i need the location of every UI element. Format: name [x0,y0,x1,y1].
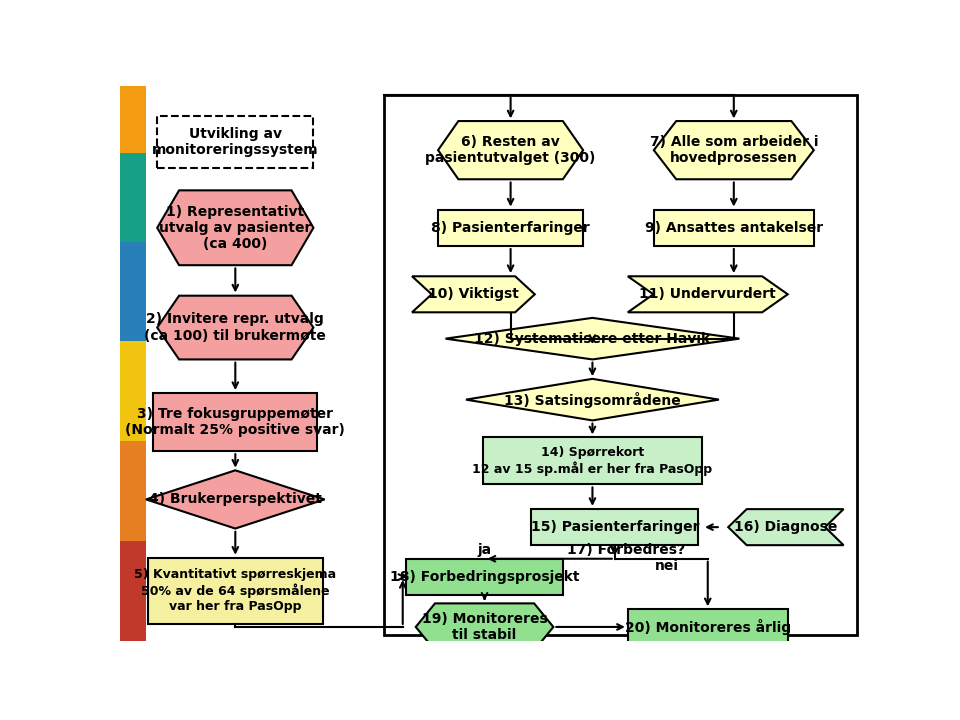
Bar [120,441,146,541]
Text: ja: ja [477,544,492,557]
Text: 10) Viktigst: 10) Viktigst [428,287,518,301]
Text: 4) Brukerperspektivet: 4) Brukerperspektivet [149,492,322,506]
Polygon shape [412,276,535,312]
Text: 13) Satsingsområdene: 13) Satsingsområdene [504,392,681,408]
Polygon shape [438,121,583,179]
Text: 18) Forbedringsprosjekt: 18) Forbedringsprosjekt [390,570,579,584]
Bar [531,509,699,545]
Text: 15) Pasienterfaringer: 15) Pasienterfaringer [531,520,699,534]
Text: 19) Monitoreres
til stabil: 19) Monitoreres til stabil [421,612,547,642]
Polygon shape [157,296,313,359]
Bar [120,86,146,153]
Polygon shape [654,121,814,179]
Bar [120,242,146,341]
Polygon shape [628,276,788,312]
Text: 11) Undervurdert: 11) Undervurdert [639,287,776,301]
Bar [438,210,583,246]
Text: 7) Alle som arbeider i
hovedprosessen: 7) Alle som arbeider i hovedprosessen [650,135,818,166]
Text: 8) Pasienterfaringer: 8) Pasienterfaringer [431,221,590,235]
Polygon shape [445,318,739,359]
Text: 16) Diagnose: 16) Diagnose [734,520,837,534]
Bar [120,153,146,242]
Text: 5) Kvantitativt spørreskjema
50% av de 64 spørsmålene
var her fra PasOpp: 5) Kvantitativt spørreskjema 50% av de 6… [134,569,336,613]
Polygon shape [157,190,313,265]
Text: 3) Tre fokusgruppemøter
(Normalt 25% positive svar): 3) Tre fokusgruppemøter (Normalt 25% pos… [126,407,346,437]
Bar [157,115,313,168]
Text: 14) Spørrekort
12 av 15 sp.mål er her fra PasOpp: 14) Spørrekort 12 av 15 sp.mål er her fr… [472,446,712,475]
Bar [148,557,323,624]
Bar [384,95,856,635]
Text: 17) Forbedres?: 17) Forbedres? [566,544,685,557]
Text: 12) Systematisere etter Havik: 12) Systematisere etter Havik [474,332,710,346]
Bar [628,609,788,645]
Bar [483,437,702,484]
Polygon shape [146,470,324,528]
Bar [654,210,814,246]
Polygon shape [729,509,844,545]
Text: 20) Monitoreres årlig: 20) Monitoreres årlig [625,619,791,635]
Text: 9) Ansattes antakelser: 9) Ansattes antakelser [645,221,823,235]
Polygon shape [416,603,553,650]
Bar [120,541,146,641]
Bar [406,559,563,595]
Text: Utvikling av
monitoreringssystem: Utvikling av monitoreringssystem [152,127,319,157]
Text: 1) Representativt
utvalg av pasienter
(ca 400): 1) Representativt utvalg av pasienter (c… [159,204,311,251]
Text: 2) Invitere repr. utvalg
(ca 100) til brukermøte: 2) Invitere repr. utvalg (ca 100) til br… [144,312,326,343]
Text: nei: nei [655,559,679,573]
Bar [154,392,317,451]
Bar [120,341,146,441]
Polygon shape [466,379,719,420]
Text: 6) Resten av
pasientutvalget (300): 6) Resten av pasientutvalget (300) [425,135,596,166]
